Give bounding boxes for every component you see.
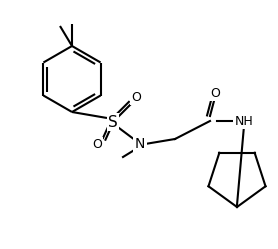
Text: N: N [135, 137, 145, 151]
Text: O: O [92, 138, 102, 151]
Text: O: O [131, 90, 141, 104]
Text: S: S [108, 115, 118, 129]
Text: O: O [210, 86, 220, 100]
Text: NH: NH [235, 115, 253, 127]
